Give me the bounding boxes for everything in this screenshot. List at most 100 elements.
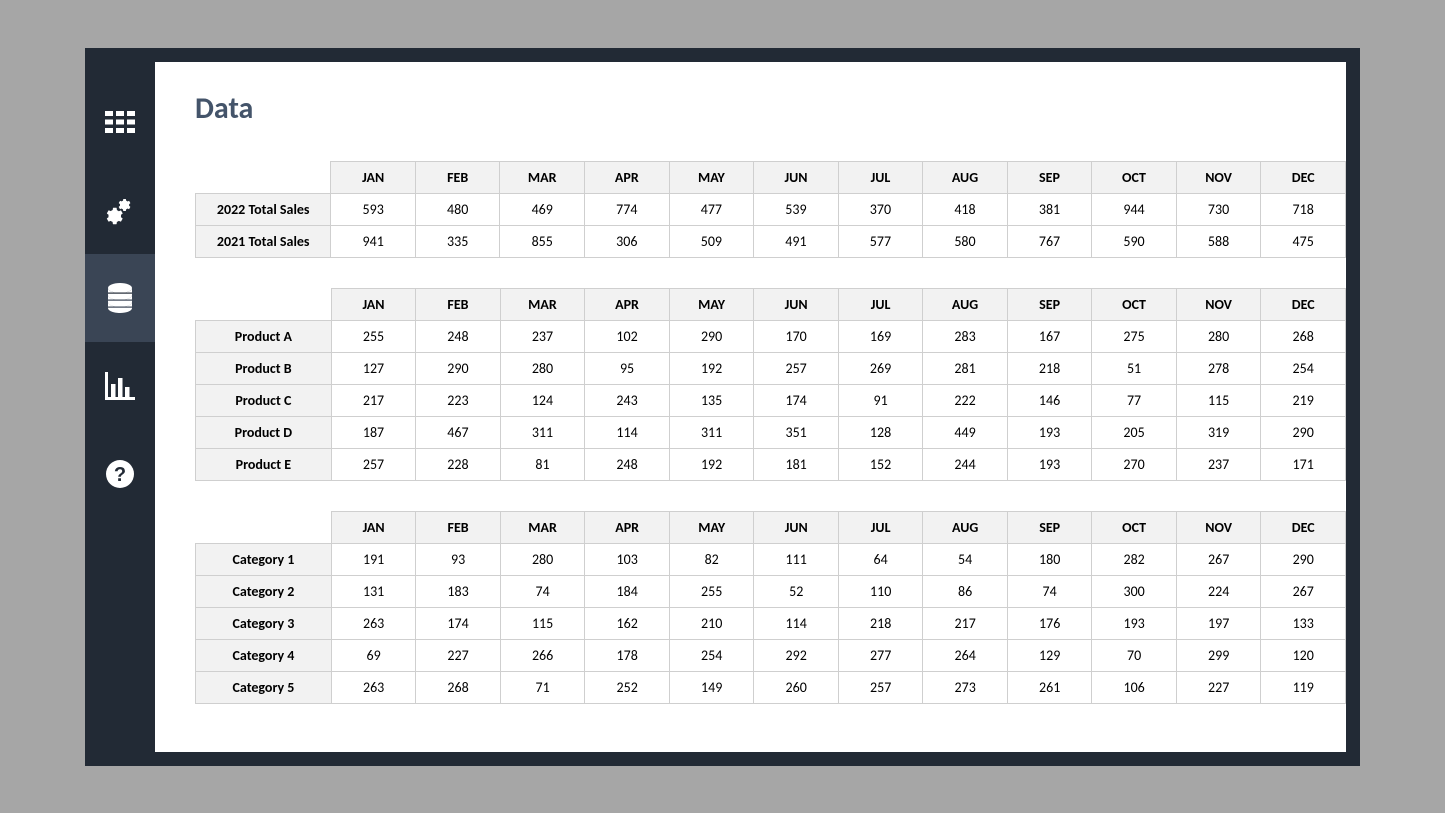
table-cell[interactable]: 114 xyxy=(754,607,838,639)
table-cell[interactable]: 263 xyxy=(331,607,415,639)
table-cell[interactable]: 95 xyxy=(585,352,670,384)
table-cell[interactable]: 224 xyxy=(1176,575,1261,607)
table-cell[interactable]: 205 xyxy=(1092,416,1177,448)
table-cell[interactable]: 114 xyxy=(585,416,670,448)
table-cell[interactable]: 184 xyxy=(585,575,670,607)
table-cell[interactable]: 588 xyxy=(1176,225,1261,257)
table-cell[interactable]: 219 xyxy=(1261,384,1346,416)
table-cell[interactable]: 124 xyxy=(500,384,585,416)
sidebar-item-charts[interactable] xyxy=(85,342,155,430)
table-cell[interactable]: 178 xyxy=(585,639,670,671)
table-cell[interactable]: 290 xyxy=(416,352,500,384)
table-cell[interactable]: 257 xyxy=(331,448,415,480)
table-cell[interactable]: 127 xyxy=(331,352,415,384)
table-cell[interactable]: 191 xyxy=(331,543,415,575)
sidebar-item-database[interactable] xyxy=(85,254,155,342)
table-cell[interactable]: 81 xyxy=(500,448,585,480)
table-cell[interactable]: 183 xyxy=(416,575,500,607)
table-cell[interactable]: 54 xyxy=(923,543,1008,575)
table-cell[interactable]: 351 xyxy=(754,416,838,448)
table-cell[interactable]: 193 xyxy=(1092,607,1177,639)
sidebar-item-help[interactable]: ? xyxy=(85,430,155,518)
table-cell[interactable]: 169 xyxy=(838,320,922,352)
table-cell[interactable]: 491 xyxy=(754,225,839,257)
table-cell[interactable]: 86 xyxy=(923,575,1008,607)
table-cell[interactable]: 266 xyxy=(500,639,585,671)
table-cell[interactable]: 176 xyxy=(1007,607,1091,639)
table-cell[interactable]: 110 xyxy=(838,575,922,607)
table-cell[interactable]: 280 xyxy=(1176,320,1261,352)
table-cell[interactable]: 192 xyxy=(669,448,754,480)
table-cell[interactable]: 162 xyxy=(585,607,670,639)
table-cell[interactable]: 237 xyxy=(500,320,585,352)
table-cell[interactable]: 129 xyxy=(1007,639,1091,671)
table-cell[interactable]: 252 xyxy=(585,671,670,703)
table-cell[interactable]: 64 xyxy=(838,543,922,575)
table-cell[interactable]: 228 xyxy=(416,448,500,480)
table-cell[interactable]: 52 xyxy=(754,575,838,607)
table-cell[interactable]: 299 xyxy=(1176,639,1261,671)
table-cell[interactable]: 335 xyxy=(415,225,499,257)
table-cell[interactable]: 509 xyxy=(669,225,754,257)
table-cell[interactable]: 281 xyxy=(923,352,1008,384)
table-cell[interactable]: 280 xyxy=(500,543,585,575)
table-cell[interactable]: 91 xyxy=(838,384,922,416)
table-cell[interactable]: 181 xyxy=(754,448,838,480)
table-cell[interactable]: 480 xyxy=(415,193,499,225)
table-cell[interactable]: 115 xyxy=(500,607,585,639)
table-cell[interactable]: 255 xyxy=(331,320,415,352)
table-cell[interactable]: 475 xyxy=(1261,225,1346,257)
table-cell[interactable]: 273 xyxy=(923,671,1008,703)
table-cell[interactable]: 128 xyxy=(838,416,922,448)
table-cell[interactable]: 269 xyxy=(838,352,922,384)
table-cell[interactable]: 267 xyxy=(1261,575,1346,607)
table-cell[interactable]: 730 xyxy=(1176,193,1261,225)
table-cell[interactable]: 170 xyxy=(754,320,838,352)
table-cell[interactable]: 71 xyxy=(500,671,585,703)
table-cell[interactable]: 70 xyxy=(1092,639,1177,671)
table-cell[interactable]: 248 xyxy=(585,448,670,480)
table-cell[interactable]: 210 xyxy=(669,607,754,639)
table-cell[interactable]: 267 xyxy=(1176,543,1261,575)
table-cell[interactable]: 69 xyxy=(331,639,415,671)
table-cell[interactable]: 311 xyxy=(669,416,754,448)
table-cell[interactable]: 449 xyxy=(923,416,1008,448)
table-cell[interactable]: 74 xyxy=(1007,575,1091,607)
table-cell[interactable]: 106 xyxy=(1092,671,1177,703)
table-cell[interactable]: 237 xyxy=(1176,448,1261,480)
table-cell[interactable]: 120 xyxy=(1261,639,1346,671)
table-cell[interactable]: 227 xyxy=(1176,671,1261,703)
table-cell[interactable]: 264 xyxy=(923,639,1008,671)
table-cell[interactable]: 218 xyxy=(1007,352,1091,384)
table-cell[interactable]: 111 xyxy=(754,543,838,575)
table-cell[interactable]: 767 xyxy=(1007,225,1091,257)
table-cell[interactable]: 103 xyxy=(585,543,670,575)
table-cell[interactable]: 223 xyxy=(416,384,500,416)
table-cell[interactable]: 174 xyxy=(416,607,500,639)
table-cell[interactable]: 270 xyxy=(1092,448,1177,480)
table-cell[interactable]: 300 xyxy=(1092,575,1177,607)
table-cell[interactable]: 855 xyxy=(500,225,585,257)
table-cell[interactable]: 774 xyxy=(585,193,670,225)
table-cell[interactable]: 135 xyxy=(669,384,754,416)
table-cell[interactable]: 381 xyxy=(1007,193,1091,225)
table-cell[interactable]: 418 xyxy=(923,193,1008,225)
table-cell[interactable]: 119 xyxy=(1261,671,1346,703)
table-cell[interactable]: 290 xyxy=(669,320,754,352)
table-cell[interactable]: 102 xyxy=(585,320,670,352)
table-cell[interactable]: 580 xyxy=(923,225,1008,257)
sidebar-item-settings[interactable] xyxy=(85,166,155,254)
table-cell[interactable]: 243 xyxy=(585,384,670,416)
table-cell[interactable]: 222 xyxy=(923,384,1008,416)
table-cell[interactable]: 319 xyxy=(1176,416,1261,448)
table-cell[interactable]: 115 xyxy=(1176,384,1261,416)
table-cell[interactable]: 280 xyxy=(500,352,585,384)
table-cell[interactable]: 133 xyxy=(1261,607,1346,639)
table-cell[interactable]: 275 xyxy=(1092,320,1177,352)
table-cell[interactable]: 149 xyxy=(669,671,754,703)
table-cell[interactable]: 282 xyxy=(1092,543,1177,575)
table-cell[interactable]: 93 xyxy=(416,543,500,575)
table-cell[interactable]: 370 xyxy=(838,193,922,225)
table-cell[interactable]: 278 xyxy=(1176,352,1261,384)
table-cell[interactable]: 197 xyxy=(1176,607,1261,639)
